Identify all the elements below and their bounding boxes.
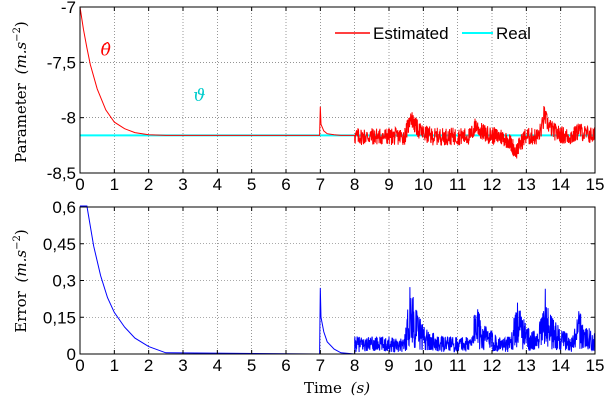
top-plot-frame — [79, 6, 596, 174]
legend: Estimated Real — [335, 24, 531, 43]
bottom-x-tick-label: 15 — [586, 356, 605, 375]
top-x-tick-label: 3 — [178, 175, 187, 194]
bottom-y-tick-label: 0,45 — [43, 235, 76, 254]
top-y-ticks: -7 -7,5 -8 -8,5 — [47, 0, 595, 183]
bottom-x-tick-label: 1 — [110, 356, 119, 375]
bottom-grid — [80, 207, 595, 354]
top-x-ticks: 0 1 2 3 4 5 6 7 8 9 10 11 12 13 14 15 — [75, 7, 604, 194]
bottom-x-tick-label: 4 — [213, 356, 222, 375]
legend-estimated-label: Estimated — [373, 24, 449, 43]
bottom-x-tick-label: 11 — [449, 356, 467, 375]
top-y-tick-label: -8,5 — [47, 164, 76, 183]
top-y-axis-label: Parameter (m.s−2) — [12, 21, 30, 163]
top-annotation-theta-hat: θ̂ — [101, 41, 111, 61]
top-x-tick-label: 0 — [75, 175, 84, 194]
top-panel: 0 1 2 3 4 5 6 7 8 9 10 11 12 13 14 15 -7-7,5-8-8,5 θ̂ ϑ… — [12, 0, 604, 194]
top-y-tick-label: -7 — [61, 0, 76, 17]
bottom-y-axis-label: Error (m.s−2) — [12, 229, 30, 332]
top-x-tick-label: 4 — [213, 175, 222, 194]
top-x-tick-label: 9 — [384, 175, 393, 194]
bottom-x-tick-label: 5 — [247, 356, 256, 375]
bottom-x-tick-label: 2 — [144, 356, 153, 375]
bottom-x-tick-label: 3 — [178, 356, 187, 375]
bottom-x-tick-label: 12 — [483, 356, 502, 375]
top-x-tick-label: 11 — [449, 175, 467, 194]
top-x-tick-label: 8 — [350, 175, 359, 194]
bottom-y-tick-label: 0,3 — [52, 272, 76, 291]
top-x-tick-label: 7 — [316, 175, 325, 194]
top-annotation-vartheta: ϑ — [193, 86, 205, 106]
top-x-tick-label: 10 — [414, 175, 433, 194]
top-x-tick-label: 12 — [483, 175, 502, 194]
bottom-x-tick-label: 8 — [350, 356, 359, 375]
legend-real-label: Real — [496, 24, 531, 43]
top-x-tick-label: 15 — [586, 175, 605, 194]
x-axis-label: Time (s) — [304, 379, 370, 397]
top-x-tick-label: 6 — [281, 175, 290, 194]
bottom-panel: 0 1 2 3 4 5 6 7 8 9 10 11 12 13 14 15 00,150,30,450,6 E… — [12, 198, 604, 397]
bottom-y-ticks: 0 0,15 0,3 0,45 0,6 — [43, 198, 595, 364]
top-estimated-line — [79, 6, 596, 159]
bottom-y-tick-label: 0 — [67, 345, 76, 364]
top-x-tick-label: 5 — [247, 175, 256, 194]
top-x-tick-label: 14 — [551, 175, 570, 194]
bottom-x-tick-label: 7 — [316, 356, 325, 375]
bottom-x-tick-label: 6 — [281, 356, 290, 375]
bottom-x-tick-label: 9 — [384, 356, 393, 375]
bottom-y-tick-label: 0,6 — [52, 198, 76, 217]
bottom-x-tick-label: 10 — [414, 356, 433, 375]
bottom-x-tick-label: 13 — [517, 356, 536, 375]
top-x-tick-label: 13 — [517, 175, 536, 194]
bottom-error-line — [80, 205, 596, 355]
top-grid — [80, 7, 595, 173]
top-y-tick-label: -7,5 — [47, 53, 76, 72]
bottom-x-ticks: 0 1 2 3 4 5 6 7 8 9 10 11 12 13 14 15 — [75, 207, 604, 375]
bottom-x-tick-label: 0 — [75, 356, 84, 375]
top-y-tick-label: -8 — [61, 109, 76, 128]
bottom-x-tick-label: 14 — [551, 356, 570, 375]
top-x-tick-label: 2 — [144, 175, 153, 194]
top-x-tick-label: 1 — [110, 175, 119, 194]
bottom-y-tick-label: 0,15 — [43, 308, 76, 327]
